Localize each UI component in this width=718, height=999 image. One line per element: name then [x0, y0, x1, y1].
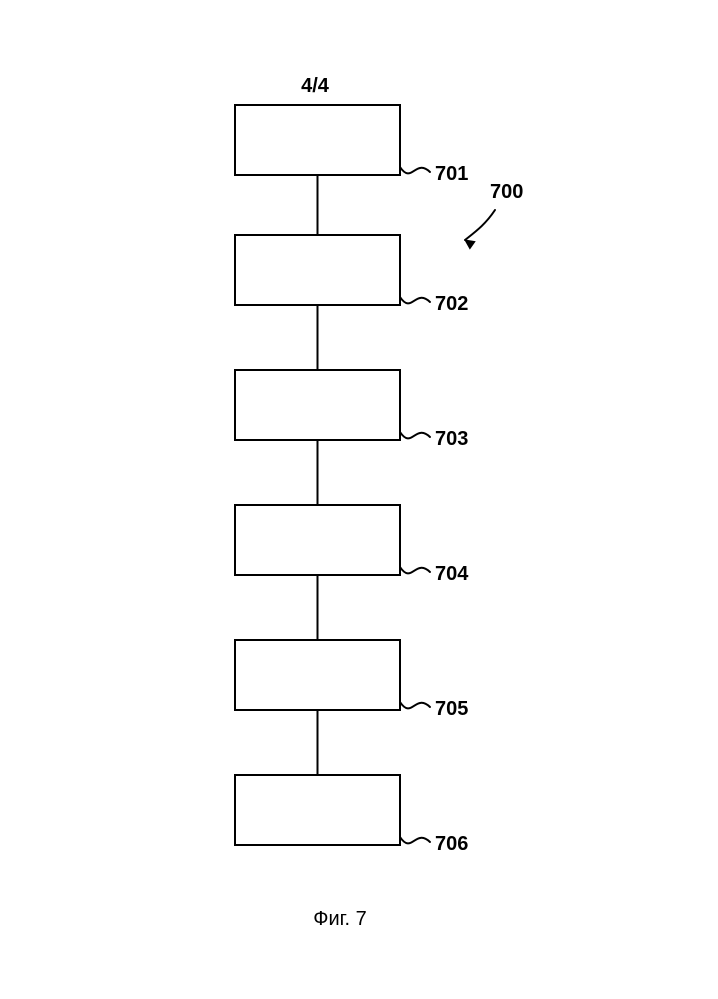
box-label-705: 705 [435, 698, 468, 720]
leader-705 [400, 702, 430, 708]
leader-702 [400, 297, 430, 303]
leader-704 [400, 567, 430, 573]
box-label-704: 704 [435, 563, 469, 585]
flow-box-703 [235, 370, 400, 440]
box-label-706: 706 [435, 833, 468, 855]
flow-box-704 [235, 505, 400, 575]
figure-ref-arrowhead [465, 240, 475, 249]
flow-box-702 [235, 235, 400, 305]
flow-box-705 [235, 640, 400, 710]
leader-701 [400, 167, 430, 173]
box-label-702: 702 [435, 293, 468, 315]
flow-box-701 [235, 105, 400, 175]
leader-706 [400, 837, 430, 843]
figure-ref-arrow [465, 210, 495, 240]
page-header: 4/4 [301, 75, 330, 97]
figure-ref-label: 700 [490, 181, 523, 203]
leader-703 [400, 432, 430, 438]
box-label-703: 703 [435, 428, 468, 450]
box-label-701: 701 [435, 163, 468, 185]
diagram-canvas: 4/4 701 702 703 704 705 706 700 Фиг. 7 [0, 0, 718, 999]
flow-box-706 [235, 775, 400, 845]
figure-caption: Фиг. 7 [313, 908, 366, 930]
